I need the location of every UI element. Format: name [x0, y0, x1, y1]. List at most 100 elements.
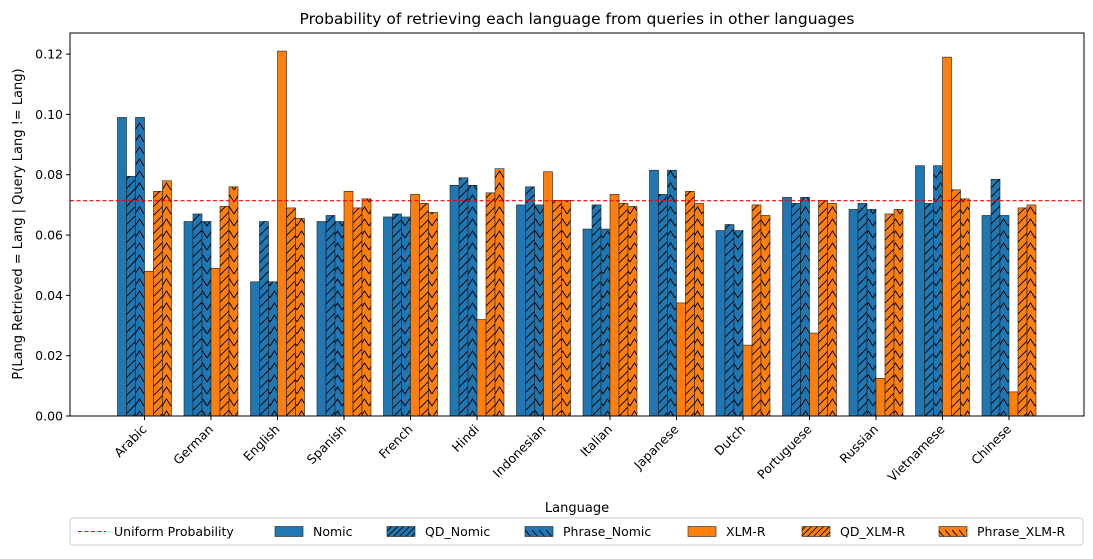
bar-phrase-nomic-vietnamese-hatch — [933, 165, 943, 416]
bar-xlm-r-dutch — [742, 344, 753, 417]
bar-qd-nomic-italian-hatch — [592, 204, 601, 416]
bar-phrase-nomic-hindi-hatch — [468, 185, 477, 416]
bar-phrase-nomic-japanese-hatch — [667, 170, 677, 416]
bar-qd-xlm-r-hindi-hatch — [486, 192, 495, 416]
x-tick-label-indonesian: Indonesian — [490, 422, 549, 481]
bar-qd-nomic-portuguese-hatch — [791, 203, 801, 416]
bar-nomic-chinese — [981, 215, 992, 417]
bar-qd-nomic-spanish-hatch — [326, 215, 335, 416]
bar-phrase-xlm-r-hindi-hatch — [495, 168, 504, 416]
legend-box — [69, 517, 1084, 546]
legend-label-phrase-xlm-r: Phrase_XLM-R — [977, 524, 1066, 539]
x-tick-label-russian: Russian — [836, 422, 881, 467]
bar-phrase-nomic-indonesian-hatch — [534, 204, 544, 416]
bar-xlm-r-portuguese — [809, 332, 819, 417]
bar-nomic-arabic — [117, 117, 127, 417]
x-tick-label-french: French — [376, 422, 416, 462]
bar-nomic-spanish — [316, 221, 327, 417]
bar-qd-xlm-r-portuguese-hatch — [818, 200, 828, 416]
bar-qd-nomic-english-hatch — [259, 221, 269, 416]
bar-qd-nomic-french-hatch — [392, 213, 402, 416]
y-tick-label: 0.02 — [35, 348, 63, 363]
bar-xlm-r-english — [277, 50, 287, 417]
bar-qd-nomic-vietnamese-hatch — [924, 203, 934, 416]
legend-swatch-xlm-r — [687, 526, 717, 537]
bar-phrase-xlm-r-russian-hatch — [894, 209, 903, 416]
legend-label-xlm-r: XLM-R — [726, 524, 766, 539]
y-tick-label: 0.12 — [35, 47, 63, 62]
bar-qd-xlm-r-english-hatch — [286, 207, 296, 416]
legend-label-uniform-probability: Uniform Probability — [114, 524, 234, 539]
bar-xlm-r-japanese — [676, 302, 686, 417]
bar-phrase-xlm-r-arabic-hatch — [162, 180, 172, 416]
bar-qd-xlm-r-german-hatch — [220, 206, 229, 416]
x-tick-label-hindi: Hindi — [449, 422, 482, 455]
legend-label-phrase-nomic: Phrase_Nomic — [563, 524, 651, 539]
bar-xlm-r-italian — [609, 194, 620, 417]
bar-phrase-nomic-german-hatch — [202, 221, 211, 416]
bar-qd-nomic-dutch-hatch — [725, 224, 734, 416]
bar-nomic-japanese — [649, 169, 659, 417]
bar-qd-xlm-r-indonesian-hatch — [552, 200, 562, 416]
legend-swatch-hatch-phrase-xlm-r — [939, 526, 967, 537]
bar-qd-xlm-r-spanish-hatch — [353, 207, 362, 416]
bar-nomic-indonesian — [516, 204, 526, 417]
y-tick-label: 0.04 — [35, 288, 63, 303]
bar-xlm-r-spanish — [343, 191, 354, 417]
x-tick-label-arabic: Arabic — [111, 421, 150, 460]
bar-xlm-r-hindi — [476, 319, 487, 417]
bar-qd-nomic-russian-hatch — [858, 203, 867, 416]
legend-label-qd-nomic: QD_Nomic — [425, 524, 490, 539]
bar-nomic-english — [250, 281, 260, 417]
bar-phrase-xlm-r-indonesian-hatch — [561, 200, 571, 416]
x-tick-label-italian: Italian — [577, 422, 615, 460]
legend-swatch-hatch-qd-nomic — [387, 526, 415, 537]
bar-phrase-xlm-r-portuguese-hatch — [827, 203, 837, 416]
bar-xlm-r-arabic — [144, 270, 154, 417]
bar-nomic-italian — [582, 228, 593, 417]
bar-nomic-vietnamese — [915, 165, 925, 417]
bar-qd-nomic-german-hatch — [193, 213, 202, 416]
chart-title: Probability of retrieving each language … — [300, 10, 855, 28]
bar-xlm-r-vietnamese — [942, 56, 952, 417]
y-tick-label: 0.10 — [35, 107, 63, 122]
x-tick-label-spanish: Spanish — [304, 422, 350, 468]
bar-nomic-dutch — [715, 230, 726, 417]
bar-nomic-russian — [848, 209, 859, 417]
bar-phrase-xlm-r-italian-hatch — [628, 206, 637, 416]
bar-phrase-nomic-chinese-hatch — [1000, 215, 1009, 416]
bar-qd-xlm-r-italian-hatch — [619, 203, 628, 416]
legend-swatch-hatch-qd-xlm-r — [802, 526, 830, 537]
legend-swatch-hatch-phrase-nomic — [525, 526, 553, 537]
plot-frame — [69, 32, 1085, 417]
bar-phrase-xlm-r-dutch-hatch — [761, 215, 770, 416]
bar-xlm-r-russian — [875, 378, 886, 417]
bar-xlm-r-german — [210, 267, 221, 417]
legend: Uniform Probability Nomic QD_Nomic Phrase_N… — [69, 517, 1084, 546]
x-tick-label-chinese: Chinese — [968, 421, 1014, 467]
legend-label-qd-xlm-r: QD_XLM-R — [840, 524, 906, 539]
bar-phrase-nomic-dutch-hatch — [734, 230, 743, 416]
bar-phrase-nomic-italian-hatch — [601, 229, 610, 416]
bar-nomic-french — [383, 216, 393, 417]
bar-phrase-nomic-portuguese-hatch — [800, 197, 810, 416]
bar-qd-xlm-r-french-hatch — [419, 203, 429, 416]
bar-qd-nomic-indonesian-hatch — [525, 186, 535, 416]
x-tick-label-japanese: Japanese — [630, 421, 682, 473]
bars-layer — [117, 50, 1037, 417]
y-tick-label: 0.06 — [35, 228, 63, 243]
y-tick-label: 0.08 — [35, 167, 63, 182]
y-tick-label: 0.00 — [35, 409, 63, 424]
x-axis-label: Language — [545, 501, 609, 516]
legend-swatch-nomic — [274, 526, 304, 537]
bar-phrase-nomic-french-hatch — [401, 216, 411, 416]
bar-phrase-nomic-english-hatch — [268, 281, 278, 416]
bar-phrase-nomic-spanish-hatch — [335, 221, 344, 416]
bar-qd-xlm-r-dutch-hatch — [752, 204, 761, 416]
bar-nomic-portuguese — [782, 197, 792, 417]
bar-qd-xlm-r-vietnamese-hatch — [951, 189, 961, 416]
bar-phrase-xlm-r-vietnamese-hatch — [960, 198, 970, 416]
bar-qd-xlm-r-russian-hatch — [885, 213, 894, 416]
